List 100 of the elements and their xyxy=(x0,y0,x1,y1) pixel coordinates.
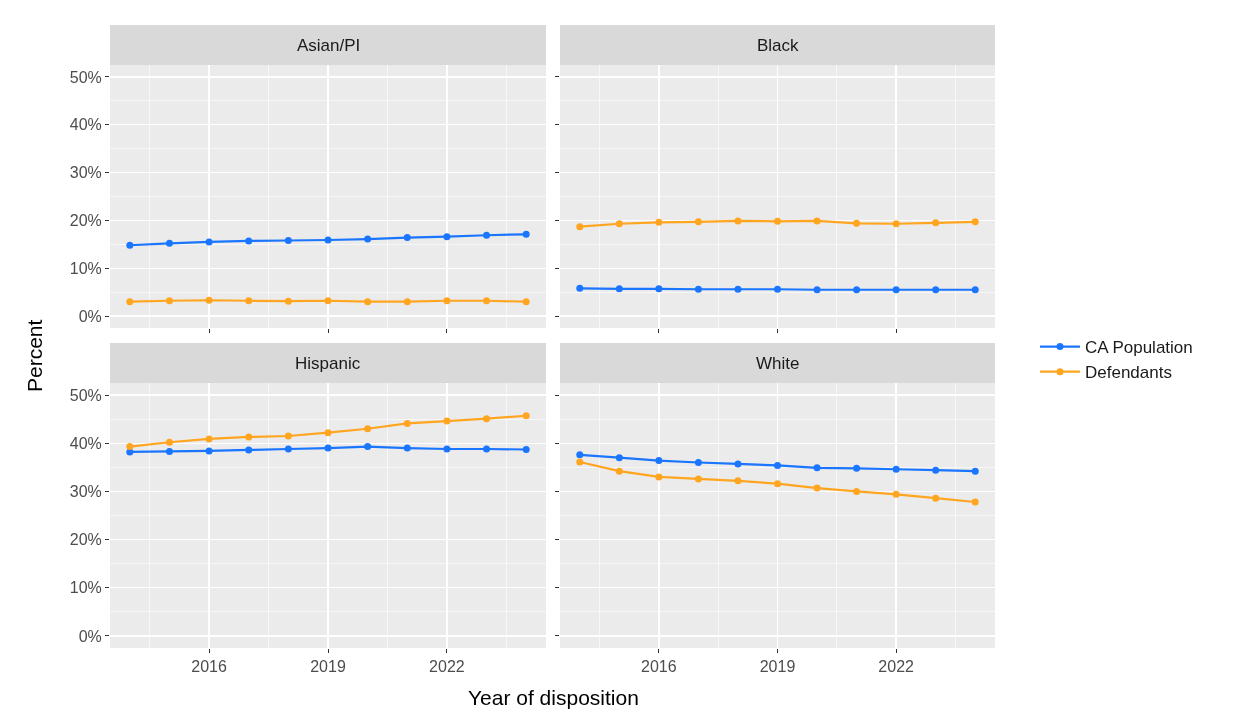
point xyxy=(853,286,861,294)
x-axis-title: Year of disposition xyxy=(468,686,639,709)
point xyxy=(205,296,213,304)
point xyxy=(284,432,292,440)
point xyxy=(284,236,292,244)
point xyxy=(576,223,584,231)
point xyxy=(813,286,821,294)
point xyxy=(364,443,372,451)
point xyxy=(245,297,253,305)
point xyxy=(165,438,173,446)
y-tick-label: 30% xyxy=(69,483,102,501)
point xyxy=(853,487,861,495)
point xyxy=(655,473,663,481)
point xyxy=(443,297,451,305)
y-axis-title: Percent xyxy=(23,319,46,392)
point xyxy=(971,218,979,226)
x-tick-label: 2019 xyxy=(759,658,796,676)
point xyxy=(734,285,742,293)
point xyxy=(655,218,663,226)
point xyxy=(522,445,530,453)
point xyxy=(892,465,900,473)
point xyxy=(734,460,742,468)
y-tick-label: 20% xyxy=(69,212,102,230)
point xyxy=(245,446,253,454)
point xyxy=(483,231,491,239)
x-tick-label: 2019 xyxy=(310,658,346,676)
point xyxy=(483,445,491,453)
point xyxy=(813,464,821,472)
y-tick-label: 40% xyxy=(69,434,102,452)
point xyxy=(892,490,900,498)
point xyxy=(165,297,173,305)
point xyxy=(576,458,584,466)
point xyxy=(971,467,979,475)
point xyxy=(892,220,900,228)
point xyxy=(694,285,702,293)
point xyxy=(694,475,702,483)
y-tick-label: 10% xyxy=(69,259,102,277)
point xyxy=(615,454,623,462)
point xyxy=(615,467,623,475)
y-tick-label: 50% xyxy=(69,386,102,404)
chart-title: Black xyxy=(757,36,800,55)
point xyxy=(774,285,781,293)
chart-title: Hispanic xyxy=(295,354,361,373)
point xyxy=(522,230,530,238)
point xyxy=(245,237,253,245)
point xyxy=(932,466,940,474)
point xyxy=(576,451,584,459)
point xyxy=(364,425,372,433)
point xyxy=(734,477,742,485)
chart-title: White xyxy=(756,354,800,373)
point xyxy=(774,461,781,469)
point xyxy=(932,286,940,294)
point xyxy=(284,445,292,453)
x-tick-label: 2016 xyxy=(641,658,677,676)
point xyxy=(655,285,663,293)
point xyxy=(205,238,213,246)
point xyxy=(655,457,663,465)
point xyxy=(126,443,134,451)
y-tick-label: 20% xyxy=(69,531,102,549)
point xyxy=(774,217,781,225)
y-tick-label: 0% xyxy=(78,627,102,645)
point xyxy=(483,415,491,423)
x-tick-label: 2016 xyxy=(191,658,227,676)
point xyxy=(734,217,742,225)
point xyxy=(443,417,451,425)
point xyxy=(813,484,821,492)
point xyxy=(284,297,292,305)
point xyxy=(443,233,451,241)
point xyxy=(932,219,940,227)
legend-label: Defendants xyxy=(1085,363,1172,383)
point xyxy=(403,444,411,452)
y-tick-label: 10% xyxy=(69,579,102,597)
point xyxy=(126,298,134,306)
point xyxy=(324,236,332,244)
point xyxy=(205,447,213,455)
point xyxy=(364,235,372,243)
point xyxy=(126,241,134,249)
point xyxy=(892,286,900,294)
point xyxy=(774,480,781,488)
point xyxy=(971,498,979,506)
point xyxy=(205,435,213,443)
point xyxy=(615,285,623,293)
point xyxy=(403,298,411,306)
point xyxy=(971,286,979,294)
point xyxy=(853,219,861,227)
point xyxy=(483,297,491,305)
point xyxy=(364,298,372,306)
point xyxy=(403,234,411,242)
point xyxy=(576,284,584,292)
point xyxy=(165,239,173,247)
point xyxy=(522,412,530,420)
point xyxy=(324,297,332,305)
x-tick-label: 2022 xyxy=(878,658,915,676)
x-tick-label: 2022 xyxy=(429,658,465,676)
point xyxy=(932,494,940,502)
point xyxy=(694,459,702,466)
point xyxy=(694,218,702,226)
point xyxy=(443,445,451,453)
point xyxy=(403,419,411,427)
point xyxy=(615,220,623,228)
